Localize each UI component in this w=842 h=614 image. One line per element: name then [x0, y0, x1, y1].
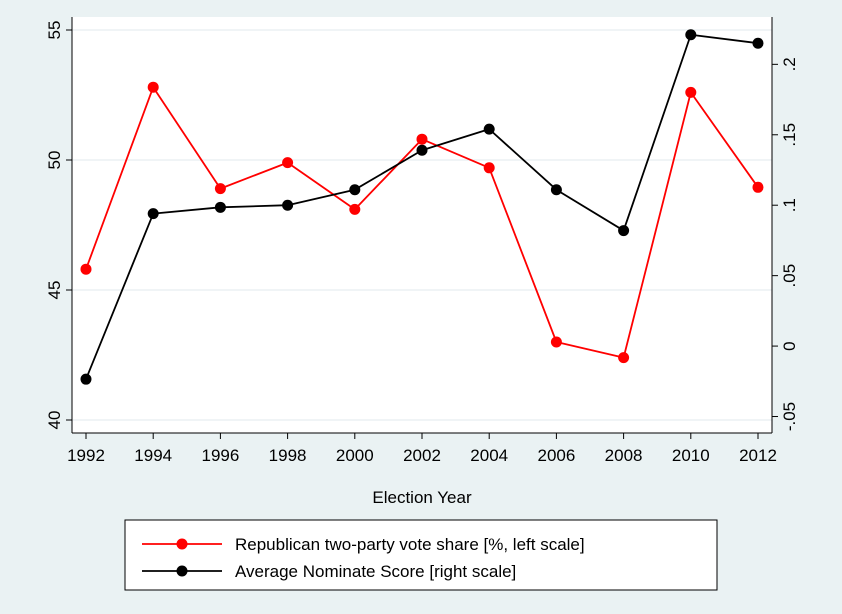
left-tick-label: 40	[45, 411, 64, 430]
left-tick-label: 50	[45, 151, 64, 170]
series-1-point	[618, 225, 630, 237]
x-tick-label: 2008	[605, 446, 643, 465]
right-tick-label: .15	[780, 123, 799, 147]
right-tick-label: .05	[780, 264, 799, 288]
series-1-point	[80, 373, 92, 385]
left-tick-label: 55	[45, 21, 64, 40]
series-1-point	[685, 29, 697, 41]
series-layer	[80, 29, 764, 385]
series-1-point	[416, 144, 428, 156]
x-tick-label: 2006	[537, 446, 575, 465]
series-0-point	[282, 157, 294, 169]
series-0-point	[752, 181, 764, 193]
series-0-point	[349, 203, 361, 215]
legend: Republican two-party vote share [%, left…	[124, 519, 718, 591]
x-axis-title: Election Year	[372, 488, 472, 507]
x-tick-label: 1998	[269, 446, 307, 465]
grid-lines	[72, 29, 772, 421]
series-1-point	[214, 201, 226, 213]
x-tick-label: 2002	[403, 446, 441, 465]
series-0-point	[416, 133, 428, 145]
x-tick-label: 1992	[67, 446, 105, 465]
legend-marker-0	[176, 538, 188, 550]
series-1-point	[282, 199, 294, 211]
right-tick-label: .1	[780, 198, 799, 212]
legend-box	[124, 519, 718, 591]
series-0-point	[214, 183, 226, 195]
right-tick-label: .2	[780, 57, 799, 71]
x-tick-label: 1996	[201, 446, 239, 465]
series-0-point	[80, 263, 92, 275]
left-tick-label: 45	[45, 281, 64, 300]
series-0-point	[550, 336, 562, 348]
series-0-point	[618, 352, 630, 364]
axes: 40 45 50 55 -.05 0 .05 .1 .15 .2 1992 1994 1996 1998 2…	[45, 17, 799, 465]
legend-label-1: Average Nominate Score [right scale]	[235, 562, 516, 581]
right-tick-label: 0	[780, 341, 799, 350]
legend-marker-1	[176, 565, 188, 577]
series-1-point	[483, 123, 495, 135]
right-tick-label: -.05	[780, 402, 799, 431]
series-1-point	[550, 184, 562, 196]
x-tick-label: 2010	[672, 446, 710, 465]
series-0-point	[483, 162, 495, 174]
series-0-point	[147, 81, 159, 93]
x-tick-label: 1994	[134, 446, 172, 465]
series-1-point	[147, 208, 159, 220]
x-tick-label: 2004	[470, 446, 508, 465]
legend-label-0: Republican two-party vote share [%, left…	[235, 535, 585, 554]
series-1-point	[349, 184, 361, 196]
plot-area	[72, 17, 772, 433]
series-1-point	[752, 37, 764, 49]
x-tick-label: 2000	[336, 446, 374, 465]
x-tick-label: 2012	[739, 446, 777, 465]
series-0-point	[685, 86, 697, 98]
